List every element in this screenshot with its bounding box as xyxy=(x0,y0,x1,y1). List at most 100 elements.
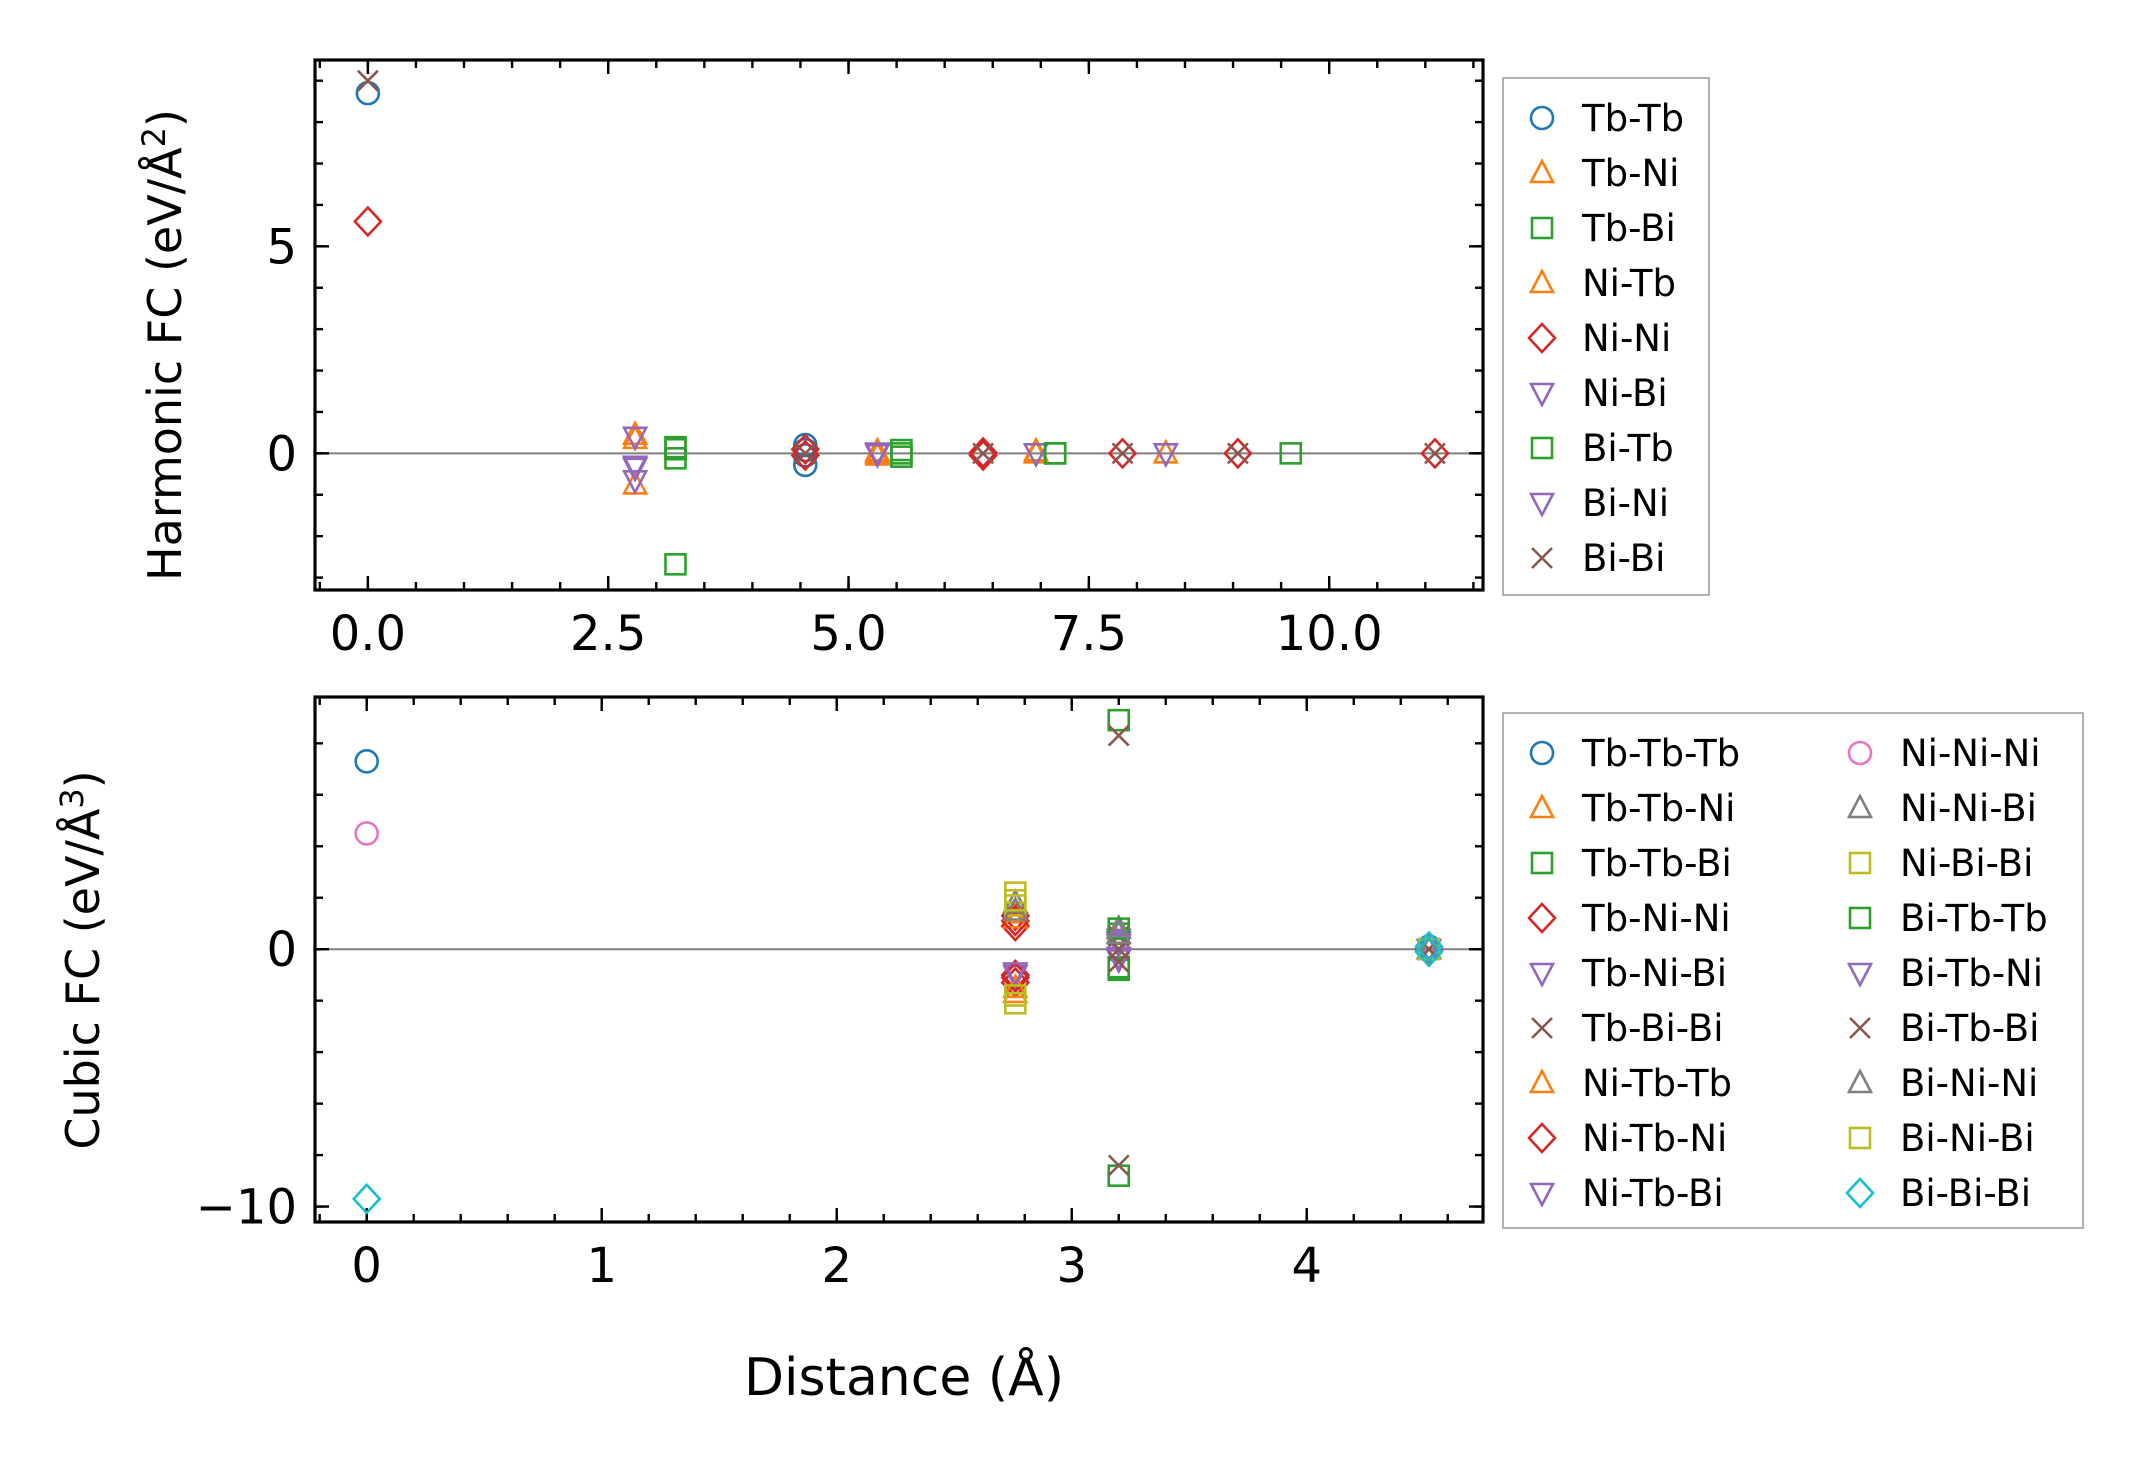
legend-marker xyxy=(1531,547,1553,569)
legend-label: Tb-Bi xyxy=(1581,207,1676,250)
series-bi-tb xyxy=(664,437,1067,465)
legend-entry: Tb-Ni xyxy=(1528,152,1679,195)
legend-marker xyxy=(1528,1182,1556,1208)
data-point xyxy=(1004,889,1027,912)
x-tick-label: 5.0 xyxy=(810,606,886,662)
legend-marker xyxy=(1847,740,1873,766)
legend-entry: Tb-Tb xyxy=(1529,97,1684,140)
legend-entry: Bi-Ni xyxy=(1528,482,1669,525)
legend-marker xyxy=(1849,1017,1871,1039)
data-point xyxy=(1279,442,1303,465)
legend-marker xyxy=(1848,851,1872,875)
data-point xyxy=(1226,442,1249,465)
legend-entry: Tb-Tb-Ni xyxy=(1528,787,1735,830)
legend-label: Tb-Tb-Tb xyxy=(1581,732,1740,775)
legend-label: Bi-Bi xyxy=(1582,537,1665,580)
y-tick-label: −10 xyxy=(196,1180,297,1236)
data-point xyxy=(1105,918,1132,945)
legend-marker xyxy=(1528,962,1556,988)
x-tick-label: 0 xyxy=(351,1238,382,1294)
data-point xyxy=(1418,938,1440,961)
legend-label: Tb-Tb-Bi xyxy=(1581,842,1732,885)
legend-marker xyxy=(1846,962,1874,988)
legend-marker xyxy=(1530,436,1554,460)
legend: Tb-Tb-Tb Tb-Tb-Ni Tb-Tb-Bi Tb-Ni-Ni Tb-Ni-Bi… xyxy=(1502,712,2084,1229)
plot-frame xyxy=(313,695,1485,1224)
legend-label: Ni-Tb xyxy=(1582,262,1676,305)
legend-entry: Tb-Ni-Ni xyxy=(1527,897,1731,940)
legend-marker xyxy=(1527,322,1557,354)
x-tick-label: 3 xyxy=(1056,1238,1087,1294)
legend-label: Bi-Bi-Bi xyxy=(1900,1172,2031,1215)
data-point xyxy=(664,437,687,461)
legend-label: Ni-Ni xyxy=(1582,317,1671,360)
data-point xyxy=(1107,951,1130,973)
legend-entry: Bi-Ni-Ni xyxy=(1846,1062,2038,1105)
x-tick-label: 1 xyxy=(586,1238,617,1294)
legend-entry: Ni-Ni-Ni xyxy=(1847,732,2041,775)
data-point xyxy=(1107,917,1131,940)
legend-marker xyxy=(1845,1177,1875,1209)
legend-entry: Bi-Bi-Bi xyxy=(1845,1172,2031,1215)
x-tick-label: 2.5 xyxy=(570,606,646,662)
data-point xyxy=(1223,437,1253,470)
legend-marker xyxy=(1528,158,1556,184)
data-point xyxy=(1105,933,1132,959)
data-point xyxy=(621,426,649,452)
data-point xyxy=(1107,1154,1130,1177)
data-point xyxy=(1414,935,1444,968)
series-ni-ni xyxy=(353,205,1450,472)
x-tick-labels: 0 1 2 3 4 xyxy=(351,1238,1322,1294)
legend-marker xyxy=(1846,1068,1874,1094)
data-point xyxy=(1111,442,1134,465)
data-point xyxy=(621,419,649,446)
legend-entry: Ni-Tb xyxy=(1528,262,1676,305)
cubic-fc-panel: 0 1 2 3 4 −10 0 Cubic FC (eV/Å3) Distance (Å)… xyxy=(53,695,2084,1408)
legend-marker xyxy=(1846,793,1874,819)
legend-marker xyxy=(1527,902,1557,934)
legend-entry: Bi-Bi xyxy=(1531,537,1665,580)
data-point xyxy=(1107,437,1138,470)
legend-entry: Tb-Ni-Bi xyxy=(1528,952,1727,995)
legend-label: Bi-Ni xyxy=(1582,482,1669,525)
legend-label: Bi-Ni-Bi xyxy=(1900,1117,2035,1160)
legend-label: Tb-Tb-Ni xyxy=(1581,787,1735,830)
data-point xyxy=(1152,438,1179,464)
legend-entry: Bi-Tb-Ni xyxy=(1846,952,2043,995)
data-point xyxy=(1107,724,1130,747)
legend-label: Ni-Ni-Bi xyxy=(1900,787,2037,830)
data-point xyxy=(1022,443,1050,469)
plot-frame xyxy=(313,58,1485,592)
data-point xyxy=(794,442,817,465)
legend-entry: Tb-Bi-Bi xyxy=(1531,1007,1723,1050)
legend-label: Bi-Ni-Ni xyxy=(1900,1062,2038,1105)
legend-marker xyxy=(1848,906,1872,930)
data-point xyxy=(353,205,383,238)
legend-entry: Ni-Tb-Bi xyxy=(1528,1172,1724,1215)
data-point xyxy=(1043,442,1067,465)
legend-label: Tb-Bi-Bi xyxy=(1581,1007,1723,1050)
data-point xyxy=(354,821,380,846)
data-point xyxy=(864,443,891,469)
data-point xyxy=(1022,436,1050,462)
legend-entry: Tb-Tb-Bi xyxy=(1530,842,1732,885)
legend-label: Tb-Ni xyxy=(1581,152,1679,195)
legend-label: Ni-Tb-Tb xyxy=(1582,1062,1732,1105)
data-point xyxy=(790,439,821,472)
legend-entry: Bi-Tb-Bi xyxy=(1849,1007,2039,1050)
legend-label: Ni-Ni-Ni xyxy=(1900,732,2041,775)
x-tick-label: 10.0 xyxy=(1276,606,1383,662)
y-axis-label: Harmonic FC (eV/Å2) xyxy=(135,109,192,581)
legend: Tb-Tb Tb-Ni Tb-Bi Ni-Tb Ni-Ni Ni-Bi Bi-Tb Bi-Ni… xyxy=(1502,77,1710,596)
data-point xyxy=(664,553,687,576)
y-tick-labels: 05 xyxy=(266,219,297,482)
legend-marker xyxy=(1531,1017,1553,1039)
data-point xyxy=(1107,958,1131,982)
data-point xyxy=(1002,903,1029,929)
legend-marker xyxy=(1528,1068,1556,1094)
data-point xyxy=(890,442,913,465)
legend-entry: Tb-Tb-Tb xyxy=(1529,732,1740,775)
data-point xyxy=(1414,930,1444,963)
x-tick-labels: 0.0 2.5 5.0 7.5 10.0 xyxy=(330,606,1383,662)
